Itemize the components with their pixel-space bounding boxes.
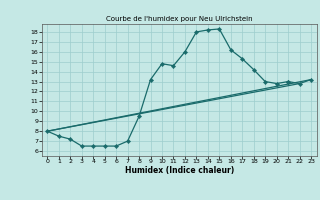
X-axis label: Humidex (Indice chaleur): Humidex (Indice chaleur): [124, 166, 234, 175]
Title: Courbe de l'humidex pour Neu Ulrichstein: Courbe de l'humidex pour Neu Ulrichstein: [106, 16, 252, 22]
